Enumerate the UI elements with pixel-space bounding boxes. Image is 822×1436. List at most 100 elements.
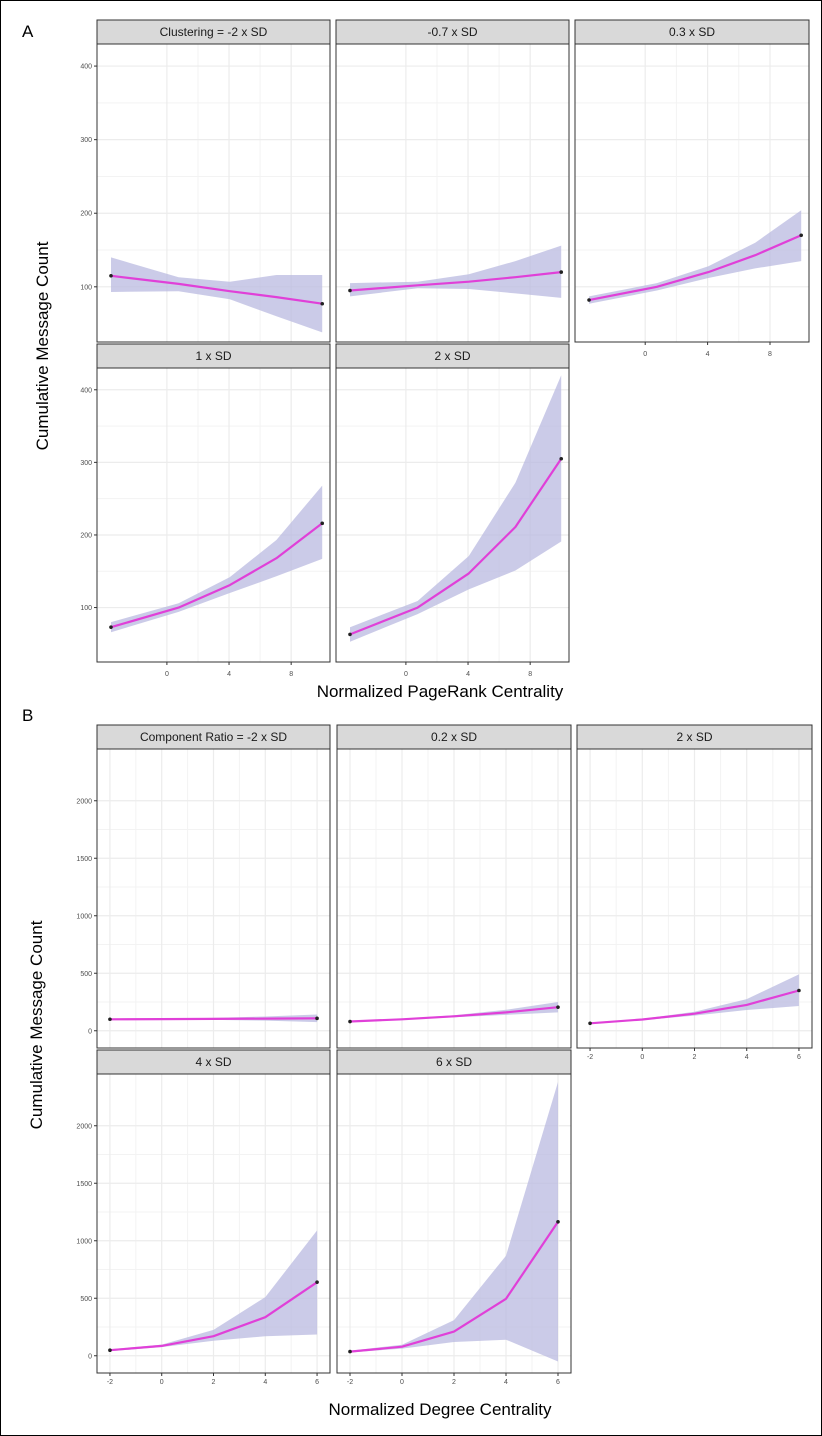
x-axis-title: Normalized PageRank Centrality	[317, 682, 564, 701]
y-axis-title: Cumulative Message Count	[33, 241, 52, 450]
x-tick-label: 8	[289, 671, 293, 678]
facet-strip	[335, 343, 570, 369]
x-tick-label: 0	[165, 671, 169, 678]
y-tick-label: 500	[80, 971, 92, 978]
facet-strip-label: Component Ratio = -2 x SD	[140, 730, 287, 744]
x-tick-label: 6	[797, 1054, 801, 1061]
facet-panel: -0.7 x SD	[335, 19, 570, 343]
data-point	[348, 632, 352, 637]
series-line	[349, 458, 563, 636]
data-point	[348, 288, 352, 293]
facet-panel: 6 x SD -2 0 2 4 6	[336, 1049, 572, 1386]
x-tick-label: 0	[160, 1379, 164, 1386]
x-tick-label: -2	[107, 1379, 113, 1386]
confidence-ribbon	[109, 1230, 318, 1352]
data-point	[559, 456, 564, 461]
y-tick-label: 2000	[76, 1123, 92, 1130]
confidence-ribbon	[589, 210, 802, 304]
confidence-ribbon	[350, 245, 562, 298]
y-tick-label: 300	[80, 460, 92, 467]
y-tick-label: 1500	[76, 856, 92, 863]
series-line	[349, 271, 562, 292]
facet-strip-label: 0.2 x SD	[431, 730, 477, 744]
data-point	[587, 298, 591, 302]
facet-panel: 2 x SD -2 0 2 4 6	[576, 724, 813, 1061]
facet-strip-label: -0.7 x SD	[427, 25, 477, 39]
facet-strip-label: 6 x SD	[436, 1055, 472, 1069]
panel-border	[335, 43, 570, 343]
y-tick-label: 1000	[76, 913, 92, 920]
y-tick-label: 500	[80, 1296, 92, 1303]
series-line	[109, 1281, 318, 1352]
data-point	[348, 1349, 352, 1354]
x-tick-label: 4	[745, 1054, 749, 1061]
facet-strip	[96, 724, 331, 750]
series-line	[109, 1017, 318, 1021]
data-point	[109, 273, 113, 278]
series-line	[110, 522, 323, 629]
y-tick-label: 0	[88, 1028, 92, 1035]
plot-area	[336, 44, 569, 342]
facet-strip	[576, 724, 813, 750]
data-point	[797, 988, 801, 993]
x-tick-label: 4	[263, 1379, 267, 1386]
facet-strip-label: Clustering = -2 x SD	[160, 25, 268, 39]
facet-panel: 1 x SD 100 200 300 400 0 4 8	[80, 343, 331, 678]
x-tick-label: 4	[706, 351, 710, 358]
y-tick-label: 1500	[76, 1181, 92, 1188]
y-tick-label: 100	[80, 284, 92, 291]
y-tick-label: 400	[80, 64, 92, 71]
data-point	[315, 1280, 319, 1284]
x-tick-label: 8	[768, 351, 772, 358]
y-tick-label: 200	[80, 532, 92, 539]
facet-panel: Component Ratio = -2 x SD 0 500 1000 1500 200…	[76, 724, 331, 1049]
x-tick-label: 0	[640, 1054, 644, 1061]
facet-strip-label: 2 x SD	[676, 730, 712, 744]
data-point	[109, 625, 113, 629]
series-line	[349, 1006, 559, 1023]
facet-panel: 0.2 x SD	[336, 724, 572, 1049]
facet-strip	[96, 343, 331, 369]
panel-border	[96, 367, 331, 663]
panel-label-b: B	[22, 706, 33, 725]
y-tick-label: 300	[80, 137, 92, 144]
data-point	[108, 1017, 112, 1022]
facet-strip-label: 1 x SD	[195, 349, 231, 363]
data-point	[799, 233, 803, 238]
x-tick-label: 4	[227, 671, 231, 678]
facet-strip	[336, 1049, 572, 1075]
data-point	[348, 1019, 352, 1024]
facet-strip-label: 4 x SD	[195, 1055, 231, 1069]
data-point	[588, 1021, 592, 1026]
facet-strip	[96, 1049, 331, 1075]
y-tick-label: 2000	[76, 798, 92, 805]
panel-border	[574, 43, 810, 343]
y-tick-label: 200	[80, 211, 92, 218]
data-point	[315, 1016, 319, 1021]
x-tick-label: 6	[315, 1379, 319, 1386]
x-tick-label: 4	[466, 671, 470, 678]
facet-panel: 0.3 x SD 0 4 8	[574, 19, 810, 358]
panel-border	[96, 43, 331, 343]
y-axis-title: Cumulative Message Count	[27, 920, 46, 1129]
confidence-ribbon	[111, 485, 323, 633]
panel-label-a: A	[22, 22, 34, 41]
y-tick-label: 400	[80, 387, 92, 394]
data-point	[559, 270, 564, 274]
panel-border	[336, 748, 572, 1049]
facet-strip	[335, 19, 570, 45]
x-tick-label: 2	[212, 1379, 216, 1386]
x-tick-label: 8	[528, 671, 532, 678]
facet-strip-label: 0.3 x SD	[669, 25, 715, 39]
confidence-ribbon	[350, 375, 562, 642]
x-axis-title: Normalized Degree Centrality	[329, 1400, 552, 1419]
x-tick-label: 0	[643, 351, 647, 358]
y-tick-label: 0	[88, 1353, 92, 1360]
x-tick-label: -2	[587, 1054, 593, 1061]
facet-panel: Clustering = -2 x SD 100 200 300 400	[80, 19, 331, 343]
data-point	[556, 1005, 560, 1009]
series-line	[588, 234, 802, 302]
facet-strip	[336, 724, 572, 750]
x-tick-label: 0	[404, 671, 408, 678]
